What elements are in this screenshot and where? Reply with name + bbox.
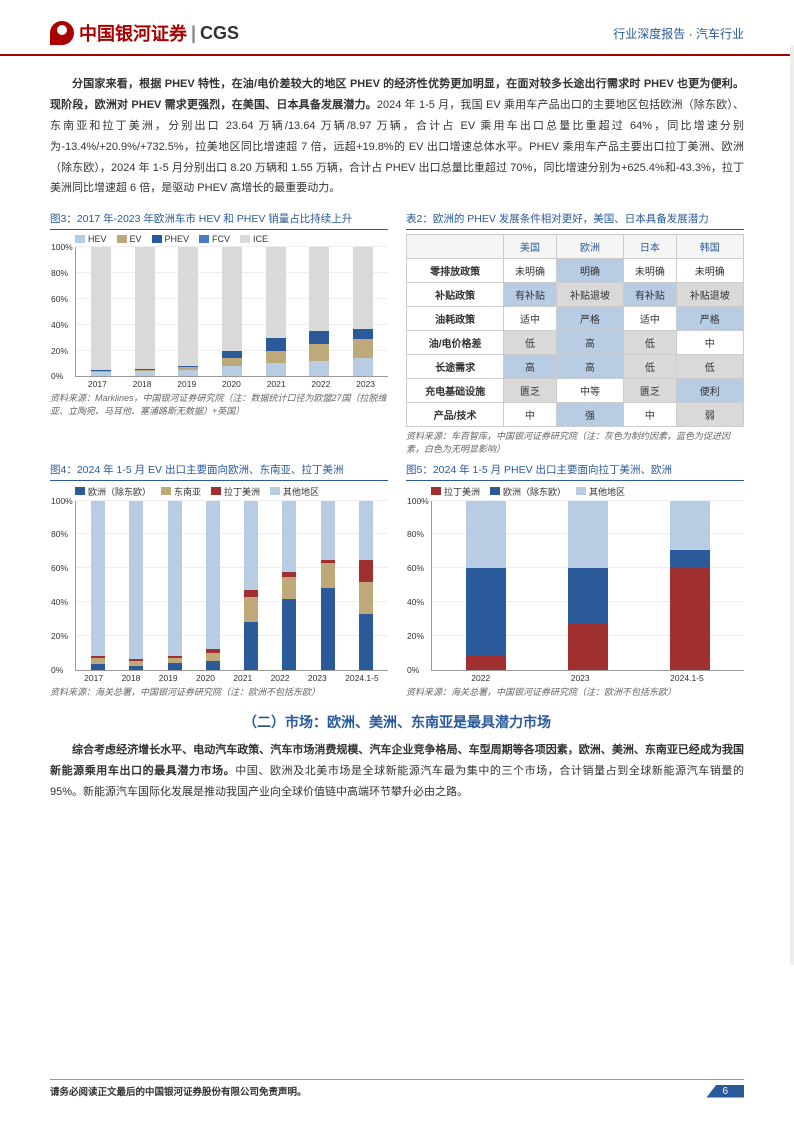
legend-item: EV [117,234,142,244]
footer: 请务必阅读正文最后的中国银河证券股份有限公司免责声明。 6 [50,1079,744,1098]
paragraph-2: 综合考虑经济增长水平、电动汽车政策、汽车市场消费规模、汽车企业竞争格局、车型周期… [50,740,744,803]
tab2-table: 美国欧洲日本韩国零排放政策未明确明确未明确未明确补贴政策有补贴补贴退坡有补贴补贴… [406,234,744,427]
bar [466,501,506,670]
bar [282,501,296,670]
fig4-chart: 欧洲（除东欧） 东南亚拉丁美洲其他地区 0%20%40%60%80%100% 20… [50,485,388,683]
logo-cn: 中国银河证券 [79,20,187,46]
bar [244,501,258,670]
legend-item: HEV [75,234,107,244]
para1-body: 2024 年 1-5 月，我国 EV 乘用车产品出口的主要地区包括欧洲（除东欧）… [50,99,744,195]
fig3-chart: HEV EV PHEV FCV ICE 0%20%40%60%80%100% 20172… [50,234,388,389]
side-accent [790,45,794,965]
paragraph-1: 分国家来看，根据 PHEV 特性，在油/电价差较大的地区 PHEV 的经济性优势… [50,74,744,199]
table-row: 油/电价格差低高低中 [407,331,744,355]
table-row: 油耗政策适中严格适中严格 [407,307,744,331]
bar [135,247,155,376]
fig3-area: 0%20%40%60%80%100% [75,247,388,377]
header-doc-type: 行业深度报告 [613,27,685,41]
fig5-xlabels: 202220232024.1-5 [431,673,744,683]
fig4-source: 资料来源：海关总署，中国银河证券研究院（注：欧洲不包括东欧） [50,686,388,699]
bar [353,247,373,376]
fig5-source: 资料来源：海关总署，中国银河证券研究院（注：欧洲不包括东欧） [406,686,744,699]
fig3-xlabels: 2017201820192020202120222023 [75,379,388,389]
fig5-legend: 拉丁美洲欧洲（除东欧） 其他地区 [406,485,744,498]
fig5-title: 图5：2024 年 1-5 月 PHEV 出口主要面向拉丁美洲、欧洲 [406,462,744,481]
table-row: 长途需求高高低低 [407,355,744,379]
fig4-xlabels: 20172018201920202021202220232024.1-5 [75,673,388,683]
content: 分国家来看，根据 PHEV 特性，在油/电价差较大的地区 PHEV 的经济性优势… [0,56,794,803]
fig3-title: 图3：2017 年-2023 年欧洲车市 HEV 和 PHEV 销量占比持续上升 [50,211,388,230]
logo: 中国银河证券 | CGS [50,20,239,46]
tab2-panel: 表2：欧洲的 PHEV 发展条件相对更好，美国、日本具备发展潜力 美国欧洲日本韩… [406,211,744,455]
fig4-title: 图4：2024 年 1-5 月 EV 出口主要面向欧洲、东南亚、拉丁美洲 [50,462,388,481]
bar [91,501,105,670]
fig4-legend: 欧洲（除东欧） 东南亚拉丁美洲其他地区 [50,485,388,498]
bar [670,501,710,670]
header-industry: 汽车行业 [696,27,744,41]
bar [168,501,182,670]
bar [309,247,329,376]
fig3-legend: HEV EV PHEV FCV ICE [50,234,388,244]
header-right: 行业深度报告 · 汽车行业 [613,25,744,42]
cgs-logo-icon [50,21,74,45]
legend-item: ICE [240,234,268,244]
section-2-heading: （二）市场：欧洲、美洲、东南亚是最具潜力市场 [50,712,744,732]
bar [321,501,335,670]
fig5-area: 0%20%40%60%80%100% [431,501,744,671]
page-number: 6 [706,1085,744,1098]
fig5-panel: 图5：2024 年 1-5 月 PHEV 出口主要面向拉丁美洲、欧洲 拉丁美洲欧… [406,462,744,699]
legend-item: 欧洲（除东欧） [490,485,566,498]
bar [266,247,286,376]
legend-item: 其他地区 [270,485,319,498]
legend-item: 拉丁美洲 [211,485,260,498]
bar [206,501,220,670]
tab2-title: 表2：欧洲的 PHEV 发展条件相对更好，美国、日本具备发展潜力 [406,211,744,230]
legend-item: PHEV [152,234,190,244]
bar [91,247,111,376]
legend-item: 拉丁美洲 [431,485,480,498]
bar [222,247,242,376]
fig4-area: 0%20%40%60%80%100% [75,501,388,671]
fig5-chart: 拉丁美洲欧洲（除东欧） 其他地区 0%20%40%60%80%100% 20222… [406,485,744,683]
legend-item: 其他地区 [576,485,625,498]
page-header: 中国银河证券 | CGS 行业深度报告 · 汽车行业 [0,0,794,56]
table-row: 产品/技术中强中弱 [407,403,744,427]
fig4-panel: 图4：2024 年 1-5 月 EV 出口主要面向欧洲、东南亚、拉丁美洲 欧洲（… [50,462,388,699]
logo-sep: | [191,23,196,44]
row-2: 图4：2024 年 1-5 月 EV 出口主要面向欧洲、东南亚、拉丁美洲 欧洲（… [50,462,744,699]
bar [129,501,143,670]
bar [359,501,373,670]
tab2-source: 资料来源：车百智库，中国银河证券研究院（注：灰色为制约因素，蓝色为促进因素，白色… [406,430,744,455]
bar [568,501,608,670]
bar [178,247,198,376]
footer-disclaimer: 请务必阅读正文最后的中国银河证券股份有限公司免责声明。 [50,1084,307,1098]
logo-en: CGS [200,23,239,44]
table-row: 零排放政策未明确明确未明确未明确 [407,259,744,283]
row-1: 图3：2017 年-2023 年欧洲车市 HEV 和 PHEV 销量占比持续上升… [50,211,744,455]
fig3-panel: 图3：2017 年-2023 年欧洲车市 HEV 和 PHEV 销量占比持续上升… [50,211,388,455]
legend-item: FCV [199,234,230,244]
fig3-source: 资料来源：Marklines，中国银河证券研究院（注：数据统计口径为欧盟27国（… [50,392,388,417]
table-row: 补贴政策有补贴补贴退坡有补贴补贴退坡 [407,283,744,307]
table-row: 充电基础设施匮乏中等匮乏便利 [407,379,744,403]
legend-item: 东南亚 [161,485,201,498]
legend-item: 欧洲（除东欧） [75,485,151,498]
